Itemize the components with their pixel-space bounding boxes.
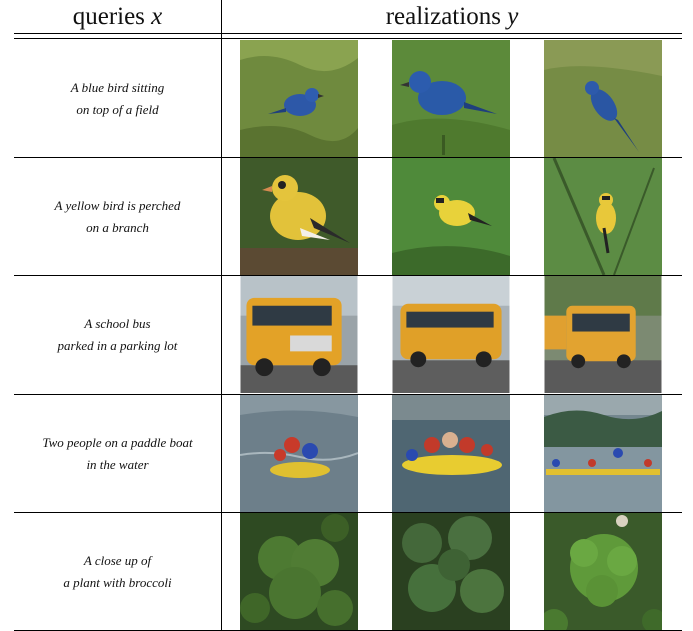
column-divider (221, 0, 222, 631)
query-cell: A school bus parked in a parking lot (14, 276, 221, 394)
paddle-boat-image (392, 395, 510, 512)
query-line: parked in a parking lot (57, 338, 178, 353)
query-line: a plant with broccoli (63, 574, 172, 590)
row-divider (14, 512, 682, 513)
paddle-boat-image (544, 395, 662, 512)
queries-header-var: x (151, 2, 163, 30)
query-line: Two people on a paddle boat (42, 434, 193, 450)
header-rule-top (14, 33, 682, 34)
query-line: on top of a field (76, 101, 159, 117)
query-line: A blue bird sitting (70, 79, 165, 95)
query-cell: Two people on a paddle boat in the water (14, 395, 221, 512)
yellow-bird-image (392, 158, 510, 275)
yellow-bird-image (544, 158, 662, 275)
query-line: A close up of (83, 552, 152, 568)
broccoli-image (544, 513, 662, 630)
query-line: on a branch (86, 219, 149, 235)
school-bus-image (392, 276, 510, 393)
query-cell: A blue bird sitting on top of a field (14, 40, 221, 157)
query-line: A yellow bird is perched (54, 197, 181, 213)
realizations-header-label: realizations (385, 2, 501, 30)
broccoli-image (240, 513, 358, 630)
blue-bird-image (392, 40, 510, 157)
query-line: in the water (86, 456, 149, 472)
row-divider (14, 157, 682, 158)
yellow-bird-image (240, 158, 358, 275)
header-rule-bottom (14, 38, 682, 39)
query-cell: A close up of a plant with broccoli (14, 513, 221, 630)
realizations-header: realizations y (222, 0, 682, 33)
row-divider (14, 275, 682, 276)
paddle-boat-image (240, 395, 358, 512)
row-divider (14, 394, 682, 395)
queries-header-label: queries (72, 2, 145, 30)
blue-bird-image (240, 40, 358, 157)
blue-bird-image (544, 40, 662, 157)
queries-header: queries x (14, 0, 221, 33)
realizations-header-var: y (507, 2, 519, 30)
query-line: A school bus (84, 316, 151, 331)
school-bus-image (544, 276, 662, 393)
query-cell: A yellow bird is perched on a branch (14, 158, 221, 275)
broccoli-image (392, 513, 510, 630)
school-bus-image (240, 276, 358, 393)
